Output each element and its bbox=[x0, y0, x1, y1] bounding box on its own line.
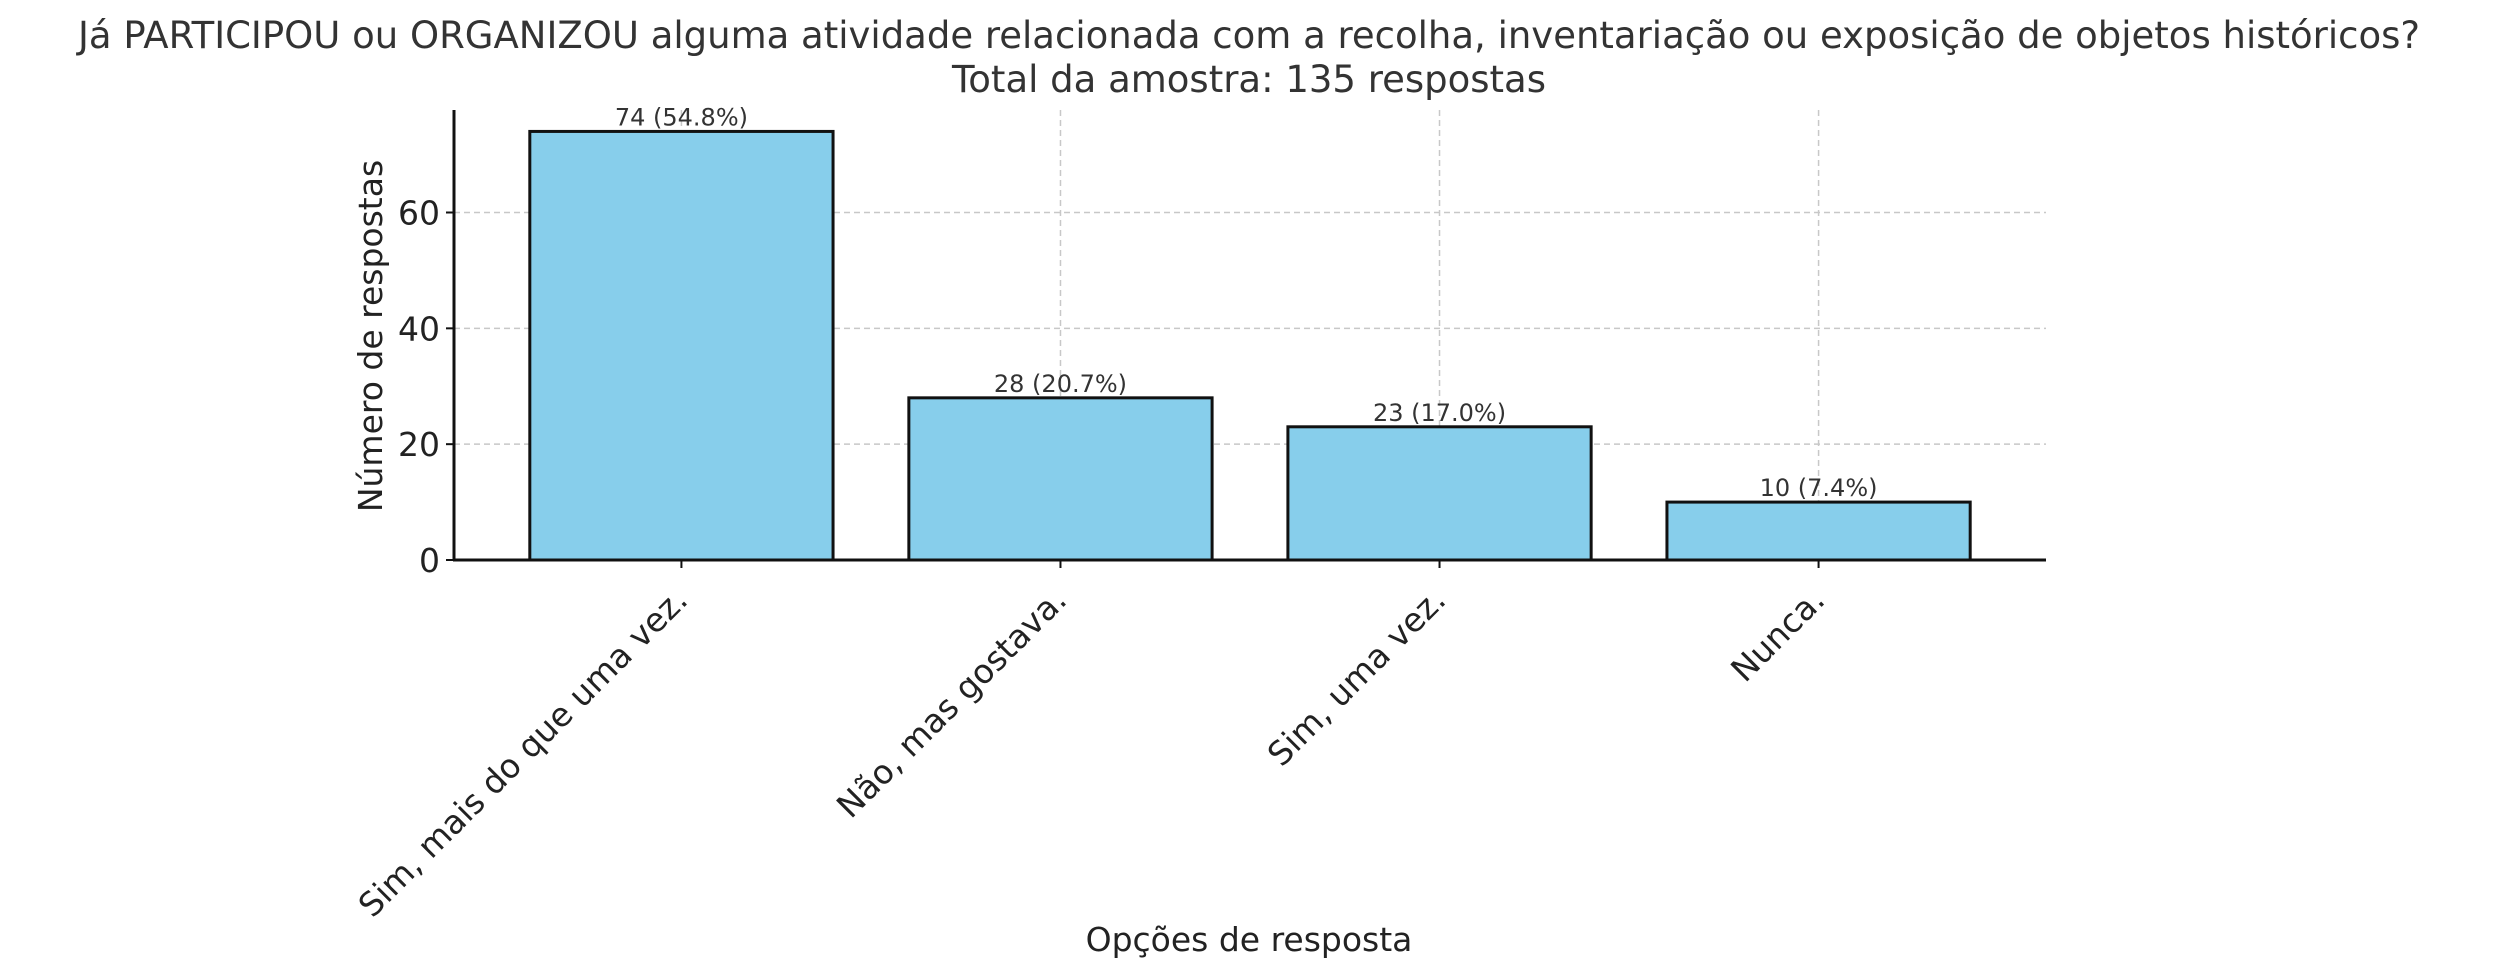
bar bbox=[1286, 425, 1593, 562]
bar-data-label: 28 (20.7%) bbox=[994, 370, 1127, 398]
bar-data-label: 10 (7.4%) bbox=[1760, 474, 1878, 502]
axes bbox=[446, 110, 2046, 568]
x-tick-label: Sim, uma vez. bbox=[1260, 580, 1454, 774]
bar bbox=[1665, 500, 1972, 562]
y-tick-label: 60 bbox=[398, 194, 440, 233]
x-tick-label: Nunca. bbox=[1723, 580, 1832, 689]
bar-data-label: 74 (54.8%) bbox=[615, 103, 748, 131]
y-tick-label: 40 bbox=[398, 309, 440, 348]
x-axis-label: Opções de resposta bbox=[1086, 920, 1413, 959]
x-tick-label: Não, mas gostava. bbox=[829, 580, 1074, 825]
y-tick-label: 20 bbox=[398, 425, 440, 464]
bar-data-label: 23 (17.0%) bbox=[1373, 399, 1506, 427]
chart-title: Já PARTICIPOU ou ORGANIZOU alguma ativid… bbox=[76, 14, 2420, 57]
y-axis-label: Número de respostas bbox=[351, 160, 390, 512]
bars bbox=[528, 129, 1972, 562]
bar bbox=[528, 129, 835, 562]
y-tick-label: 0 bbox=[419, 541, 440, 580]
x-tick-label: Sim, mais do que uma vez. bbox=[351, 580, 695, 924]
chart-subtitle: Total da amostra: 135 respostas bbox=[951, 58, 1546, 101]
bar bbox=[907, 396, 1214, 562]
